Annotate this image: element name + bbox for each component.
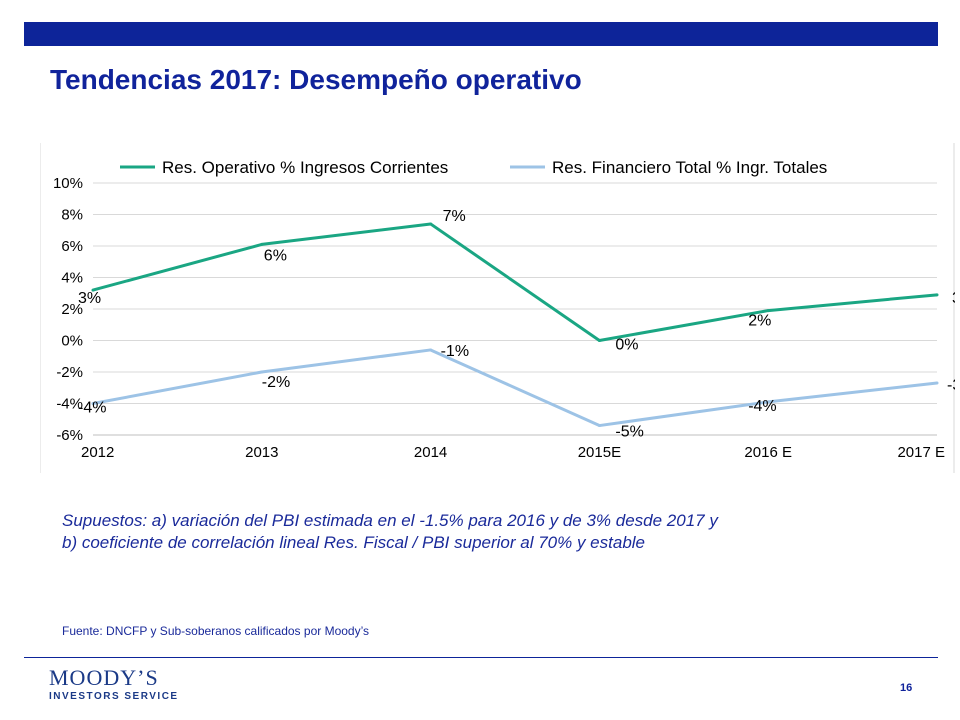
data-point: [260, 242, 264, 246]
logo-main-text: MOODY’S: [49, 665, 159, 690]
data-label: 0%: [615, 337, 638, 354]
data-point: [766, 400, 770, 404]
series-line: [92, 222, 938, 342]
data-point: [597, 424, 601, 428]
data-label: 3%: [952, 290, 955, 307]
y-tick-label: 4%: [61, 270, 83, 287]
assumptions-line-1: Supuestos: a) variación del PBI estimada…: [62, 511, 718, 530]
y-tick-label: -6%: [56, 427, 83, 444]
top-banner-bar: [24, 22, 938, 46]
assumptions-text: Supuestos: a) variación del PBI estimada…: [62, 510, 922, 554]
data-point: [429, 222, 433, 226]
data-label: -4%: [748, 398, 776, 415]
data-label: -5%: [615, 424, 643, 441]
series-line: [92, 348, 938, 428]
moodys-logo: MOODY’S INVESTORS SERVICE: [49, 665, 179, 703]
y-tick-label: -4%: [56, 396, 83, 413]
line-chart: 10% 8% 6% 4% 2% 0% -2% -4% -6% 2012 2013 2014 2015E 2…: [40, 143, 955, 473]
data-label: 3%: [78, 290, 101, 307]
x-tick-label: 2012: [81, 444, 114, 461]
logo-sub-text: INVESTORS SERVICE: [49, 691, 179, 702]
x-tick-label: 2013: [245, 444, 278, 461]
page-title: Tendencias 2017: Desempeño operativo: [50, 64, 582, 95]
data-point: [597, 339, 601, 342]
data-point: [260, 370, 264, 374]
data-label: 7%: [443, 208, 466, 225]
data-point: [935, 293, 939, 297]
y-tick-label: -2%: [56, 364, 83, 381]
page-number: 16: [900, 682, 913, 694]
data-label: -3%: [947, 377, 955, 394]
legend-label: Res. Financiero Total % Ingr. Totales: [552, 158, 827, 177]
y-tick-label: 2%: [61, 301, 83, 318]
data-point: [766, 309, 770, 313]
x-tick-label: 2015E: [578, 444, 621, 461]
data-label: -2%: [262, 374, 290, 391]
data-label: -4%: [78, 400, 106, 417]
data-label: -1%: [441, 343, 469, 360]
data-label: 2%: [748, 313, 771, 330]
y-tick-label: 8%: [61, 207, 83, 224]
footer-divider: [24, 657, 938, 658]
x-tick-label: 2016 E: [744, 444, 792, 461]
legend-label: Res. Operativo % Ingresos Corrientes: [162, 158, 448, 177]
data-point: [429, 348, 433, 352]
source-note: Fuente: DNCFP y Sub-soberanos calificado…: [62, 624, 370, 638]
x-tick-label: 2017 E: [897, 444, 945, 461]
x-tick-label: 2014: [414, 444, 447, 461]
y-tick-label: 0%: [61, 333, 83, 350]
data-label: 6%: [264, 247, 287, 264]
data-point: [91, 402, 95, 405]
data-point: [935, 381, 939, 385]
y-tick-label: 6%: [61, 238, 83, 255]
chart-svg: 10% 8% 6% 4% 2% 0% -2% -4% -6%2012 2013 2014 2015E 2…: [40, 143, 955, 473]
data-point: [91, 288, 95, 292]
y-tick-label: 10%: [53, 175, 83, 192]
assumptions-line-2: b) coeficiente de correlación lineal Res…: [62, 533, 646, 552]
